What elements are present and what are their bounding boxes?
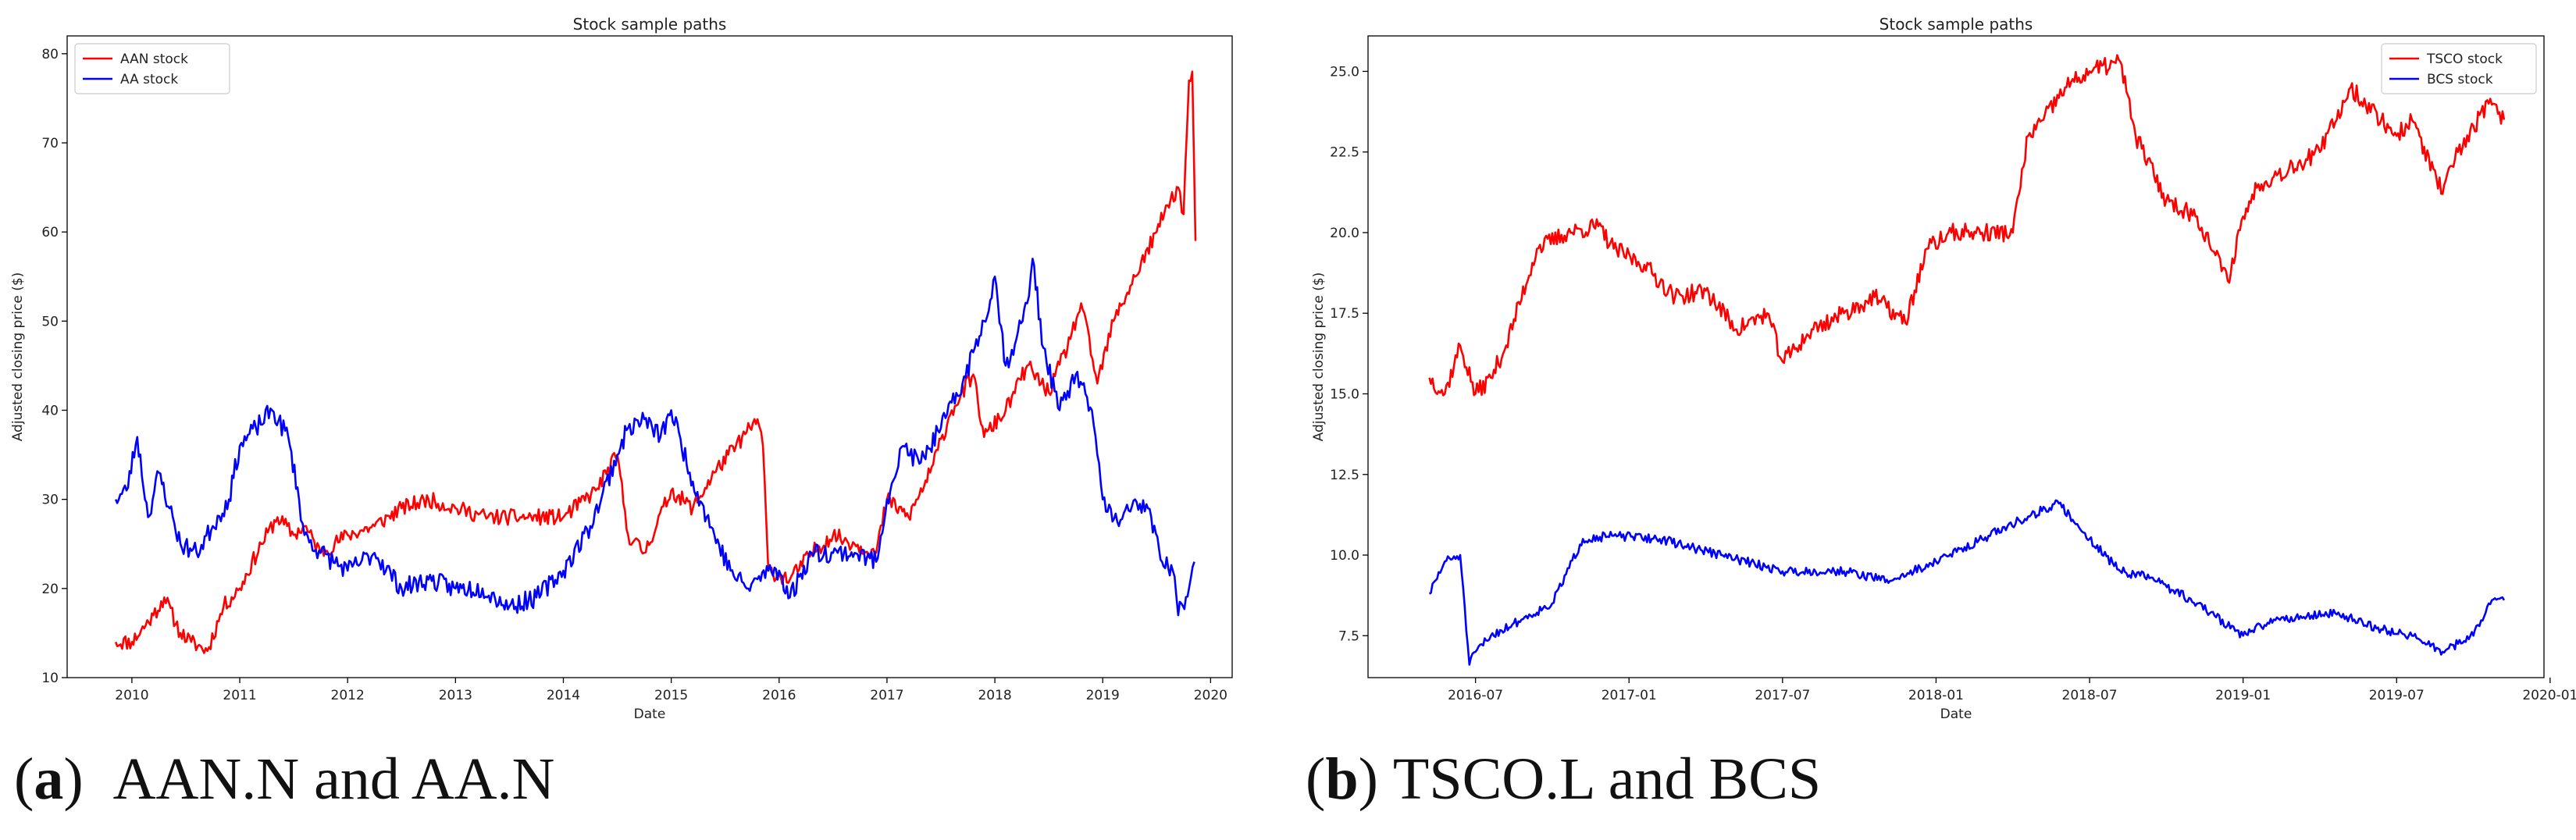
y-tick-label: 22.5 xyxy=(1330,145,1359,161)
x-tick-label: 2019 xyxy=(1086,688,1120,703)
x-tick-label: 2020-01 xyxy=(2522,688,2576,703)
y-tick-label: 50 xyxy=(41,314,59,329)
y-axis-label: Adjusted closing price ($) xyxy=(1311,272,1327,442)
x-tick-label: 2015 xyxy=(654,688,688,703)
legend: TSCO stock BCS stock xyxy=(2381,43,2537,94)
y-tick-label: 20 xyxy=(41,582,59,597)
series-lines xyxy=(1428,54,2506,666)
legend-label: AA stock xyxy=(120,72,178,87)
x-tick-label: 2017 xyxy=(870,688,903,703)
x-tick-label: 2017-07 xyxy=(1755,688,1810,703)
legend-label: TSCO stock xyxy=(2426,52,2503,67)
y-tick-label: 25.0 xyxy=(1330,64,1359,80)
x-axis-label: Date xyxy=(1940,707,1972,722)
y-tick-label: 10 xyxy=(41,671,59,686)
x-tick-label: 2011 xyxy=(223,688,256,703)
y-axis-label: Adjusted closing price ($) xyxy=(10,272,26,442)
plot-frame xyxy=(66,35,1233,678)
x-tick-label: 2018-07 xyxy=(2062,688,2118,703)
x-tick-label: 2016 xyxy=(762,688,796,703)
x-tick-label: 2014 xyxy=(547,688,580,703)
y-tick-label: 40 xyxy=(41,404,59,419)
y-tick-label: 80 xyxy=(41,47,59,62)
y-tick-label: 30 xyxy=(41,493,59,508)
series-line-1 xyxy=(114,258,1195,617)
x-tick-label: 2017-01 xyxy=(1602,688,1657,703)
x-tick-label: 2012 xyxy=(331,688,365,703)
caption-b: (b) TSCO.L and BCS xyxy=(1306,746,1822,812)
x-tick-label: 2013 xyxy=(439,688,472,703)
y-tick-label: 12.5 xyxy=(1330,468,1359,483)
caption-a-text: AAN.N and AA.N xyxy=(112,746,555,812)
series-line-1 xyxy=(1428,499,2506,666)
x-tick-label: 2018 xyxy=(978,688,1011,703)
x-tick-label: 2019-01 xyxy=(2215,688,2271,703)
x-tick-label: 2010 xyxy=(115,688,148,703)
series-line-0 xyxy=(114,70,1197,654)
y-tick-label: 17.5 xyxy=(1330,306,1359,322)
y-tick-label: 70 xyxy=(41,136,59,151)
y-tick-label: 7.5 xyxy=(1338,628,1359,644)
series-lines xyxy=(114,70,1197,654)
x-axis-label: Date xyxy=(634,707,666,722)
x-tick-label: 2019-07 xyxy=(2369,688,2425,703)
legend: AAN stock AA stock xyxy=(74,43,230,94)
caption-b-text: TSCO.L and BCS xyxy=(1392,746,1822,812)
chart-title: Stock sample paths xyxy=(573,15,727,34)
y-tick-label: 10.0 xyxy=(1330,548,1359,564)
x-tick-label: 2018-01 xyxy=(1908,688,1964,703)
caption-a: (a) AAN.N and AA.N xyxy=(14,746,555,812)
series-line-0 xyxy=(1428,54,2506,397)
caption-b-letter: b xyxy=(1325,746,1359,812)
legend-box xyxy=(2381,43,2537,94)
legend-label: BCS stock xyxy=(2427,72,2493,87)
y-tick-label: 15.0 xyxy=(1330,387,1359,403)
y-tick-label: 60 xyxy=(41,225,59,240)
chart-tsco-bcs: Stock sample paths 2016-07 2017-01 2017-07 2… xyxy=(1311,15,2576,722)
x-tick-label: 2020 xyxy=(1194,688,1227,703)
legend-box xyxy=(74,43,230,94)
legend-label: AAN stock xyxy=(120,52,188,67)
chart-title: Stock sample paths xyxy=(1879,15,2033,34)
y-tick-label: 20.0 xyxy=(1330,226,1359,241)
x-tick-label: 2016-07 xyxy=(1448,688,1503,703)
caption-a-letter: a xyxy=(34,746,64,812)
plot-frame xyxy=(1367,35,2545,678)
